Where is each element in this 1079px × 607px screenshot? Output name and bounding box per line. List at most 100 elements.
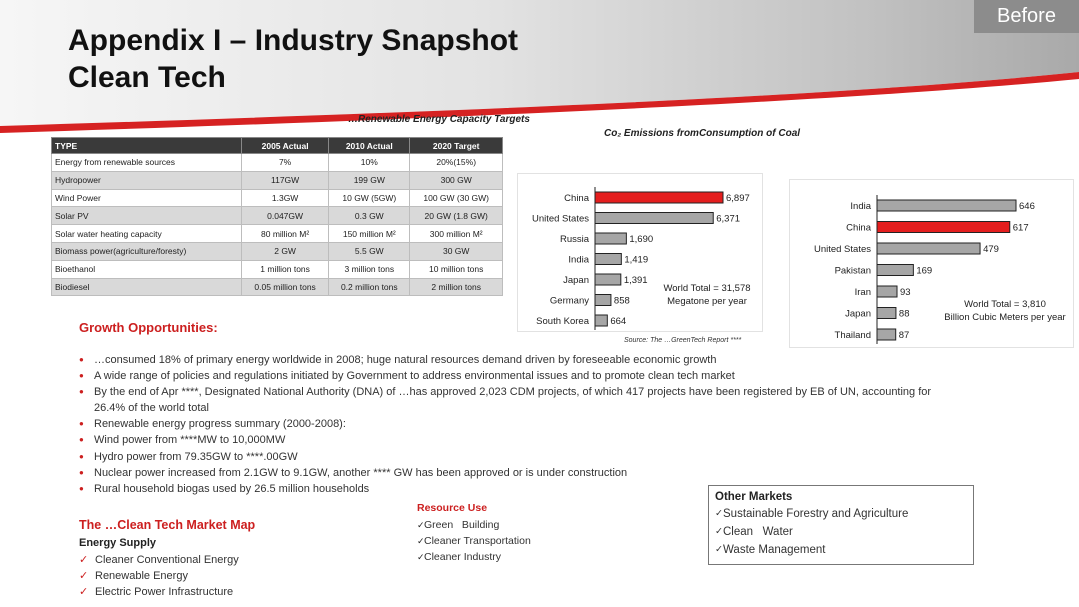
table-caption: …Renewable Energy Capacity Targets xyxy=(348,114,530,125)
resource-consumption-chart: India 646 China 617 United States 479 Pakistan… xyxy=(814,195,1066,344)
table-header-cell: 2020 Target xyxy=(409,137,503,154)
chart-value-label: 617 xyxy=(1013,223,1029,234)
chart-category-label: China xyxy=(564,193,590,204)
resource-use-heading: Resource Use xyxy=(417,502,488,514)
table-cell: Energy from renewable sources xyxy=(51,153,242,172)
title-line-2: Clean Tech xyxy=(68,61,226,94)
title-line-1: Appendix I – Industry Snapshot xyxy=(68,24,519,57)
chart-bar xyxy=(876,285,898,298)
checkmark-icon: ✓ xyxy=(79,586,89,599)
other-markets-list: ✓ Sustainable Forestry and Agriculture ✓ C… xyxy=(715,505,967,559)
coal-emissions-chart: China 6,897 United States 6,371 Russia 1,690 I… xyxy=(532,187,751,330)
other-markets-box: Other Markets ✓ Sustainable Forestry and … xyxy=(708,485,974,565)
checkmark-icon: ✓ xyxy=(417,552,425,563)
before-badge: Before xyxy=(974,0,1079,33)
table-row: Solar PV 0.047GW 0.3 GW 20 GW (1.8 GW) xyxy=(51,206,503,226)
chart-value-label: 479 xyxy=(983,244,999,255)
table-row: Solar water heating capacity 80 million M… xyxy=(51,224,503,243)
chart-category-label: South Korea xyxy=(536,316,590,327)
list-item: ✓ Clean Water xyxy=(715,523,967,541)
list-item: ✓ Cleaner Transportation xyxy=(417,533,531,549)
market-map-title: The …Clean Tech Market Map xyxy=(79,518,256,532)
table-cell: Solar PV xyxy=(51,206,242,226)
chart-bar xyxy=(594,314,608,327)
chart-value-label: 88 xyxy=(899,309,910,320)
chart-value-label: 6,897 xyxy=(726,193,750,204)
chart-category-label: Iran xyxy=(855,287,871,298)
table-cell: 20 GW (1.8 GW) xyxy=(409,206,503,226)
chart-bar xyxy=(594,212,714,224)
chart-category-label: Thailand xyxy=(835,330,871,341)
table-cell: 7% xyxy=(240,153,330,172)
chart-source-note: Source: The …GreenTech Report **** xyxy=(624,337,742,344)
table-header-cell: TYPE xyxy=(51,137,242,154)
table-row: Wind Power 1.3GW 10 GW (5GW) 100 GW (30 GW) xyxy=(51,188,503,208)
table-header-cell: 2010 Actual xyxy=(328,137,411,154)
list-item-label: Cleaner Transportation xyxy=(424,535,531,548)
table-cell: 199 GW xyxy=(328,170,411,190)
table-cell: Biomass power(agriculture/foresty) xyxy=(51,241,242,261)
chart-value-label: 858 xyxy=(614,296,630,307)
growth-title: Growth Opportunities: xyxy=(79,320,218,335)
chart-bar xyxy=(594,273,622,286)
header-band xyxy=(0,0,1079,135)
checkmark-icon: ✓ xyxy=(715,526,723,537)
chart-category-label: Pakistan xyxy=(835,266,871,277)
table-cell: 80 million M² xyxy=(240,224,330,243)
list-item-label: Cleaner Industry xyxy=(424,551,502,564)
list-item: ✓ Green Building xyxy=(417,517,531,533)
table-cell: Wind Power xyxy=(51,188,242,208)
energy-supply-heading: Energy Supply xyxy=(79,537,157,549)
checkmark-icon: ✓ xyxy=(417,536,425,547)
table-row: Bioethanol 1 million tons 3 million tons 10… xyxy=(51,259,503,279)
table-row: Biomass power(agriculture/foresty) 2 GW 5.… xyxy=(51,241,503,261)
list-item-label: Cleaner Conventional Energy xyxy=(95,554,239,566)
chart-category-label: United States xyxy=(532,214,589,225)
list-item-label: Clean Water xyxy=(723,526,793,538)
checkmark-icon: ✓ xyxy=(79,570,89,583)
list-item-label: Electric Power Infrastructure xyxy=(95,586,234,599)
table-cell: 0.047GW xyxy=(240,206,330,226)
list-item-label: Green Building xyxy=(424,519,500,531)
table-cell: Solar water heating capacity xyxy=(51,224,242,243)
table-cell: 30 GW xyxy=(409,241,503,261)
chart-category-label: Japan xyxy=(845,309,871,320)
table-cell: 10 GW (5GW) xyxy=(328,188,411,208)
chart-category-label: India xyxy=(850,201,871,212)
chart-bar xyxy=(876,328,897,341)
chart-value-label: 169 xyxy=(916,266,932,277)
table-row: Biodiesel 0.05 million tons 0.2 million to… xyxy=(51,277,503,297)
table-cell: 1 million tons xyxy=(240,259,330,279)
chart-category-label: Russia xyxy=(560,234,590,245)
second-resource-chart-panel: India 646 China 617 United States 479 Pakistan… xyxy=(789,179,1074,348)
table-cell: 3 million tons xyxy=(328,259,411,279)
list-item-label: Renewable Energy xyxy=(95,570,188,583)
chart-category-label: India xyxy=(568,255,589,266)
list-item: Wind power from ****MW to 10,000MW xyxy=(79,432,959,448)
table-header-row: TYPE 2005 Actual 2010 Actual 2020 Target xyxy=(51,137,503,154)
list-item: Renewable energy progress summary (2000-… xyxy=(79,416,959,432)
page-title: Appendix I – Industry Snapshot Clean Tec… xyxy=(68,22,518,96)
chart-category-label: Germany xyxy=(550,296,589,307)
table-cell: Hydropower xyxy=(51,170,242,190)
table-cell: 2 GW xyxy=(240,241,330,261)
chart-bar xyxy=(594,294,612,306)
chart-bar xyxy=(876,221,1011,233)
table-cell: 300 million M² xyxy=(409,224,503,243)
co2-chart-caption: Co₂ Emissions fromConsumption of Coal xyxy=(604,128,801,139)
list-item: Hydro power from 79.35GW to ****.00GW xyxy=(79,449,959,465)
chart-value-label: 6,371 xyxy=(716,214,740,225)
list-item-label: Waste Management xyxy=(723,544,826,556)
list-item: ✓ Waste Management xyxy=(715,541,967,559)
table-cell: 0.05 million tons xyxy=(240,277,330,297)
growth-bullet-list: …consumed 18% of primary energy worldwid… xyxy=(79,352,959,497)
chart-bar xyxy=(876,242,981,255)
chart-annotation: Megatone per year xyxy=(667,296,747,307)
chart-value-label: 1,419 xyxy=(624,255,648,266)
chart-value-label: 646 xyxy=(1019,201,1035,212)
chart-annotation: World Total = 31,578 xyxy=(663,283,750,294)
table-cell: 150 million M² xyxy=(328,224,411,243)
table-cell: 5.5 GW xyxy=(328,241,411,261)
chart-bar xyxy=(594,191,724,204)
list-item: Nuclear power increased from 2.1GW to 9.… xyxy=(79,465,959,481)
